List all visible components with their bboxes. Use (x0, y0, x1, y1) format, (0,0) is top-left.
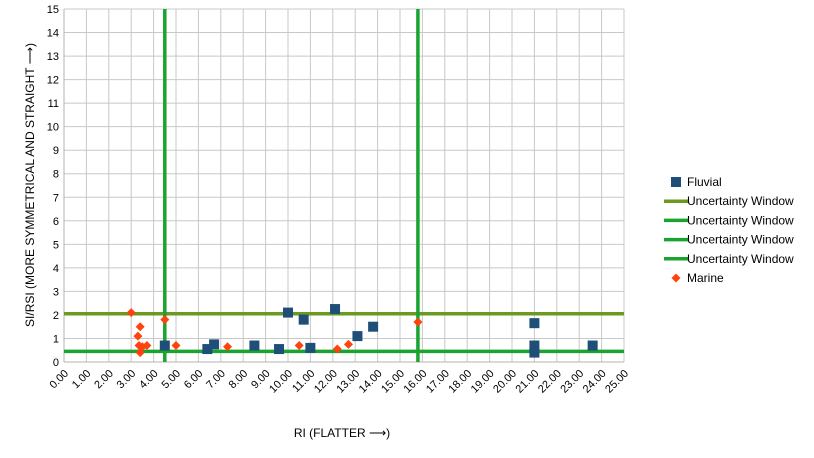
x-tick-label: 8.00 (227, 368, 251, 392)
y-tick-label: 7 (53, 192, 59, 204)
marine-point (142, 341, 152, 351)
plot-axes (63, 9, 624, 363)
y-tick-label: 4 (53, 263, 59, 275)
x-tick-label: 22.00 (536, 368, 564, 396)
x-tick-label: 13.00 (334, 368, 362, 396)
marine-point (171, 341, 181, 351)
legend-label: Marine (687, 271, 724, 285)
x-tick-label: 24.00 (581, 368, 609, 396)
y-tick-label: 15 (47, 4, 59, 16)
x-tick-label: 0.00 (47, 368, 71, 392)
fluvial-point (587, 340, 598, 351)
fluvial-point (368, 321, 379, 332)
legend-label: Uncertainty Window (687, 213, 794, 227)
fluvial-point (283, 307, 293, 318)
legend-fluvial-marker (671, 177, 681, 187)
fluvial-point (352, 331, 363, 342)
legend-label: Uncertainty Window (687, 233, 794, 247)
y-tick-label: 1 (53, 333, 59, 345)
fluvial-point (529, 340, 540, 351)
x-tick-label: 16.00 (402, 368, 430, 396)
x-tick-label: 7.00 (204, 368, 228, 392)
x-tick-label: 6.00 (182, 368, 206, 392)
x-tick-label: 5.00 (159, 368, 183, 392)
x-tick-label: 20.00 (491, 368, 519, 396)
x-axis-label: RI (FLATTER ⟶) (294, 426, 390, 440)
y-tick-label: 8 (53, 169, 59, 181)
y-tick-label: 12 (47, 75, 59, 87)
x-tick-label: 18.00 (446, 368, 474, 396)
legend-label: Uncertainty Window (687, 194, 794, 208)
x-tick-label: 4.00 (137, 368, 161, 392)
fluvial-point (249, 340, 260, 351)
marine-point (133, 331, 143, 341)
legend: Fluvial Uncertainty Window Uncertainty Win… (664, 175, 794, 285)
x-tick-label: 21.00 (514, 368, 542, 396)
x-tick-label: 15.00 (379, 368, 407, 396)
y-tick-label: 5 (53, 239, 59, 251)
fluvial-point (529, 318, 540, 329)
y-tick-label: 2 (53, 310, 59, 322)
x-tick-label: 10.00 (267, 368, 295, 396)
fluvial-point (209, 339, 220, 350)
y-tick-label: 3 (53, 286, 59, 298)
x-tick-label: 25.00 (603, 368, 631, 396)
fluvial-point (159, 340, 170, 351)
x-tick-label: 19.00 (469, 368, 497, 396)
grid-lines (63, 8, 625, 363)
legend-marine-marker (671, 273, 681, 283)
y-tick-label: 6 (53, 216, 59, 228)
series-points (126, 304, 598, 358)
legend-label: Uncertainty Window (687, 252, 794, 266)
x-tick-label: 14.00 (357, 368, 385, 396)
y-axis-label: SI/RSI (MORE SYMMETRICAL AND STRAIGHT ⟶) (23, 43, 37, 327)
fluvial-point (202, 344, 213, 355)
x-tick-label: 3.00 (115, 368, 139, 392)
fluvial-point (298, 314, 309, 325)
x-tick-label: 2.00 (92, 368, 116, 392)
marine-point (294, 341, 304, 351)
fluvial-point (274, 344, 285, 355)
x-tick-label: 11.00 (290, 368, 317, 395)
series-lines (64, 9, 624, 362)
y-tick-label: 10 (47, 122, 59, 134)
marine-point (343, 339, 353, 349)
marine-point (413, 317, 423, 327)
y-tick-label: 9 (53, 145, 59, 157)
fluvial-point (529, 347, 540, 358)
legend-label: Fluvial (687, 175, 722, 189)
fluvial-point (330, 304, 341, 315)
marine-point (223, 342, 233, 352)
marine-point (332, 344, 342, 354)
marine-point (160, 315, 170, 325)
x-tick-label: 1.00 (70, 368, 94, 392)
y-tick-label: 14 (47, 28, 59, 40)
x-tick-label: 17.00 (424, 368, 452, 396)
marine-point (135, 322, 145, 332)
fluvial-point (305, 342, 316, 353)
x-axis-ticks: 0.001.002.003.004.005.006.007.008.009.00… (47, 368, 631, 396)
marine-point (126, 308, 136, 318)
x-tick-label: 23.00 (558, 368, 586, 396)
y-tick-label: 11 (48, 98, 59, 110)
x-tick-label: 12.00 (312, 368, 340, 396)
y-tick-label: 13 (47, 51, 59, 63)
y-tick-label: 0 (53, 357, 59, 369)
